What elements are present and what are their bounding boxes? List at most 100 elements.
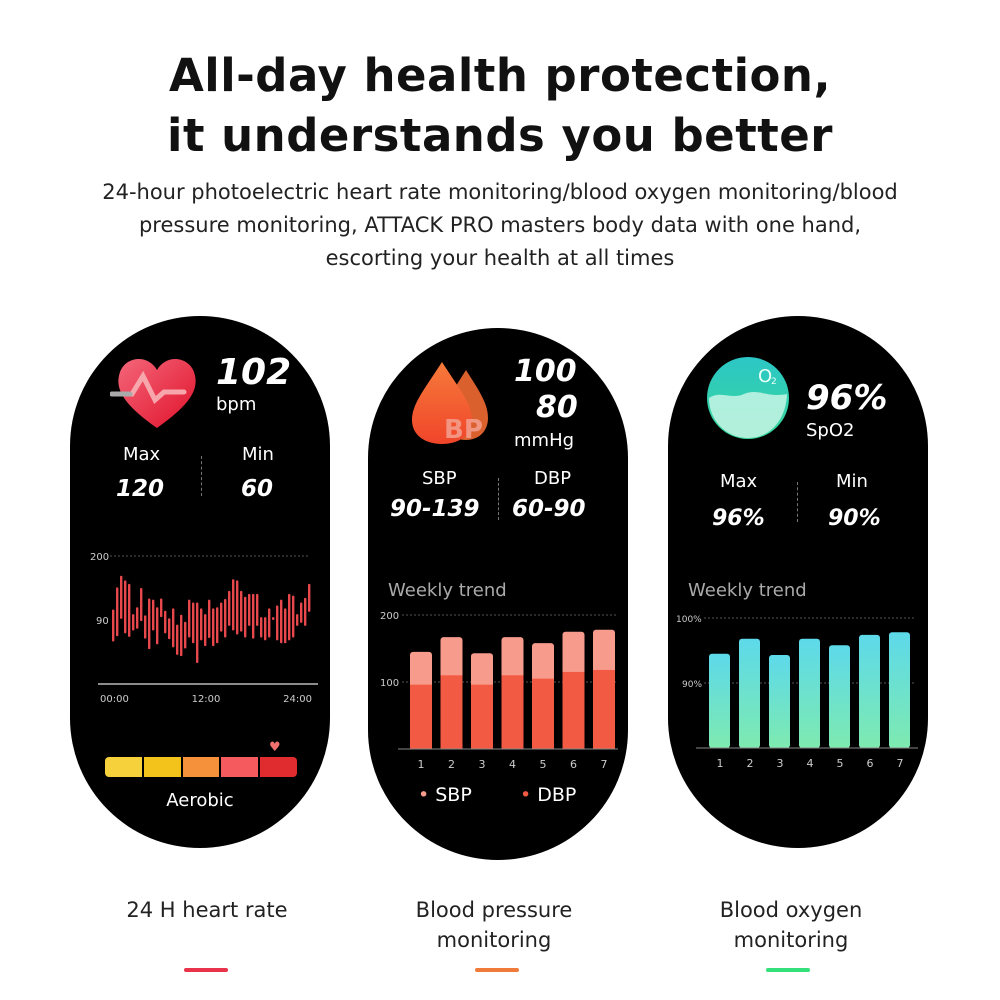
blood-oxygen-accent-line: [766, 968, 810, 972]
heart-rate-bar: [244, 596, 247, 638]
caption-blood-oxygen: Blood oxygen monitoring: [661, 895, 921, 955]
legend-dbp-label: DBP: [537, 784, 577, 806]
heart-rate-bar: [152, 599, 155, 631]
heart-rate-bar: [304, 597, 307, 626]
heart-rate-bar: [148, 598, 151, 650]
zone-segment: [105, 757, 142, 777]
spo2-value: 96%: [806, 378, 888, 418]
heart-rate-bar: [208, 599, 211, 639]
spo2-bar: [739, 638, 760, 748]
headline: All-day health protection, it understand…: [0, 46, 1000, 166]
divider: [797, 482, 798, 522]
caption-heart-rate: 24 H heart rate: [77, 895, 337, 925]
svg-text:2: 2: [771, 377, 777, 387]
blood-drop-bp-icon: BP: [412, 362, 488, 445]
dbp-bar: [593, 669, 615, 749]
heart-rate-bar: [144, 615, 147, 639]
x-tick-label: 24:00: [283, 694, 312, 705]
legend-sbp: • SBP: [418, 784, 472, 806]
y-tick-label: 90: [96, 616, 109, 627]
heart-rate-bar: [240, 590, 243, 632]
zone-segment: [143, 757, 181, 777]
heart-rate-bar: [300, 602, 303, 623]
weekly-trend-label: Weekly trend: [688, 580, 807, 601]
legend-dbp: • DBP: [520, 784, 576, 806]
y-tick-label: 200: [380, 611, 399, 622]
subtitle-line-2: pressure monitoring, ATTACK PRO masters …: [138, 213, 862, 237]
subtitle-line-3: escorting your health at all times: [325, 246, 675, 270]
zone-label: Aerobic: [166, 790, 234, 811]
heart-rate-chart: 200 90 00:00 12:00 24:00: [90, 552, 318, 705]
max-label: Max: [123, 444, 161, 465]
heart-rate-bar: [256, 593, 259, 626]
heart-icon: [110, 358, 196, 428]
heart-rate-bar: [164, 610, 167, 634]
x-tick-label: 4: [807, 757, 814, 770]
min-value: 60: [241, 476, 274, 502]
x-tick-label: 7: [897, 757, 904, 770]
weekly-trend-label: Weekly trend: [388, 580, 507, 601]
heart-rate-bar: [264, 617, 267, 641]
x-tick-label: 00:00: [100, 694, 129, 705]
svg-text:BP: BP: [444, 415, 483, 445]
systolic-value: 100: [514, 354, 577, 389]
dbp-range: 60-90: [512, 496, 586, 522]
heart-rate-bar: [176, 624, 179, 655]
dbp-label: DBP: [534, 468, 572, 489]
bp-weekly-chart: 200 100 1 2 3 4 5 6 7: [380, 611, 618, 771]
heart-rate-bar: [116, 587, 119, 637]
oxygen-icon: O2: [707, 357, 789, 439]
x-tick-label: 1: [717, 757, 724, 770]
dbp-bar: [440, 675, 463, 749]
heart-rate-screen: 102 bpm Max 120 Min 60 200 90 00:00 12:00 24…: [70, 316, 330, 848]
heart-rate-bar: [296, 614, 299, 626]
min-label: Min: [242, 444, 274, 465]
heart-rate-bar: [200, 608, 203, 641]
heart-rate-bar: [276, 605, 279, 641]
heart-rate-bar: [168, 618, 171, 640]
caption-o2-line2: monitoring: [733, 928, 849, 952]
divider: [498, 478, 499, 520]
heart-rate-bar: [180, 614, 183, 657]
heart-rate-bar: [160, 598, 163, 618]
heart-rate-bar: [120, 575, 123, 619]
heart-rate-bar: [308, 583, 311, 612]
caption-heart-rate-text: 24 H heart rate: [126, 898, 288, 922]
heart-rate-bar: [212, 608, 215, 647]
y-tick-label: 200: [90, 552, 109, 563]
heart-rate-bar: [284, 608, 287, 644]
headline-line-2: it understands you better: [167, 109, 833, 162]
heart-rate-bar: [248, 593, 251, 626]
spo2-weekly-chart: 100% 90% 1 2 3 4 5 6 7: [676, 615, 918, 770]
x-tick-label: 1: [418, 758, 425, 771]
subtitle-line-1: 24-hour photoelectric heart rate monitor…: [102, 180, 898, 204]
heart-rate-bar: [228, 590, 231, 626]
dbp-bar: [532, 678, 554, 749]
spo2-bar: [829, 645, 850, 748]
spo2-bar: [859, 634, 880, 748]
svg-text:O: O: [758, 366, 772, 387]
heart-rate-bar: [204, 614, 207, 647]
heart-rate-bar: [260, 617, 263, 638]
blood-pressure-screen: BP 100 80 mmHg SBP 90-139 DBP 60-90 Week…: [368, 328, 628, 860]
heart-rate-value: 102: [216, 352, 292, 393]
spo2-bar: [769, 655, 790, 748]
dbp-bar: [471, 684, 493, 749]
heart-rate-bar: [188, 599, 191, 638]
x-tick-label: 5: [837, 757, 844, 770]
subtitle: 24-hour photoelectric heart rate monitor…: [60, 176, 940, 275]
heart-rate-bar: [224, 599, 227, 638]
heart-rate-bar: [216, 607, 219, 644]
heart-rate-bar: [252, 593, 255, 639]
heart-rate-bar: [220, 602, 223, 632]
x-tick-label: 2: [747, 757, 754, 770]
heart-rate-bar: [124, 580, 127, 634]
y-tick-label: 100: [380, 678, 399, 689]
sbp-range: 90-139: [390, 496, 480, 522]
heart-rate-bar: [172, 608, 175, 648]
caption-bp-line1: Blood pressure: [415, 898, 573, 922]
zone-segment: [260, 757, 297, 777]
heart-rate-bar: [156, 607, 159, 645]
spo2-bar: [799, 638, 820, 748]
